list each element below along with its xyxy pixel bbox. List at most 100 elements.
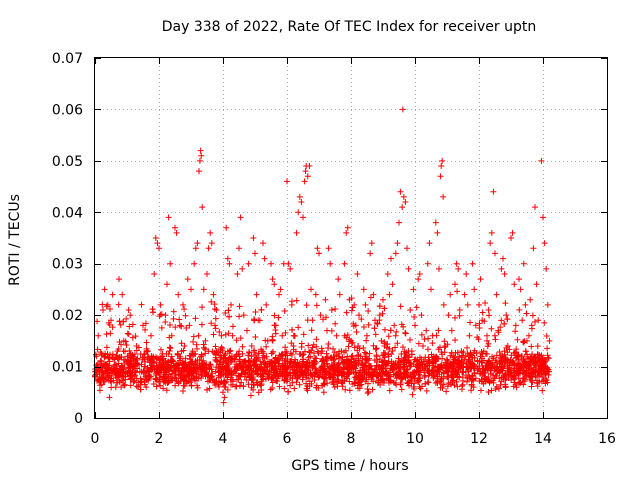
band-point xyxy=(279,373,286,380)
data-point xyxy=(98,358,105,365)
band-point xyxy=(380,349,387,356)
plot-frame xyxy=(94,57,608,419)
band-point xyxy=(368,372,375,379)
band-point xyxy=(504,349,511,356)
band-point xyxy=(165,358,172,365)
band-point xyxy=(126,323,133,330)
y-tick-label: 0.01 xyxy=(52,360,83,376)
band-point xyxy=(168,353,175,360)
band-point xyxy=(346,366,353,373)
band-point xyxy=(516,306,523,313)
band-point xyxy=(329,374,336,381)
band-point xyxy=(496,348,503,355)
band-point xyxy=(318,345,325,352)
data-point xyxy=(124,358,130,365)
data-point xyxy=(373,353,380,360)
band-point xyxy=(289,366,296,373)
data-point xyxy=(357,353,364,360)
band-point xyxy=(422,380,429,387)
data-point xyxy=(271,281,278,288)
band-point xyxy=(425,354,432,361)
band-point xyxy=(305,342,312,349)
band-point xyxy=(158,324,165,331)
data-point xyxy=(463,271,470,277)
band-point xyxy=(103,344,110,351)
band-point xyxy=(392,344,399,351)
band-point xyxy=(193,369,200,376)
data-point xyxy=(469,260,476,267)
band-point xyxy=(449,372,456,379)
data-point xyxy=(212,322,218,329)
band-point xyxy=(303,372,310,379)
band-point xyxy=(468,387,475,394)
data-point xyxy=(183,363,190,370)
data-point xyxy=(308,286,314,293)
band-point xyxy=(454,288,461,295)
x-tick-label: 4 xyxy=(219,431,228,447)
data-point xyxy=(119,291,126,298)
data-point xyxy=(104,301,111,308)
band-point xyxy=(477,353,484,360)
band-point xyxy=(502,300,509,307)
band-point xyxy=(188,382,195,389)
data-point xyxy=(277,286,284,293)
data-point xyxy=(348,337,354,344)
data-point xyxy=(408,348,415,355)
band-point xyxy=(399,344,406,351)
y-axis-label: ROTI / TECUs xyxy=(7,194,23,286)
data-point xyxy=(528,322,535,329)
band-point xyxy=(383,360,390,367)
band-point xyxy=(385,333,392,340)
band-point xyxy=(342,386,349,393)
x-tick-label: 14 xyxy=(534,431,552,447)
y-tick-label: 0.06 xyxy=(52,102,83,118)
band-point xyxy=(513,384,520,391)
band-point xyxy=(534,343,541,350)
band-point xyxy=(120,348,127,355)
band-point xyxy=(324,380,331,387)
data-point xyxy=(188,286,194,293)
band-point xyxy=(252,351,259,358)
data-point xyxy=(154,240,161,247)
band-point xyxy=(430,366,437,373)
data-point xyxy=(359,373,366,380)
band-point xyxy=(299,352,306,359)
band-point xyxy=(141,379,148,386)
data-point xyxy=(144,348,151,355)
data-point xyxy=(479,317,486,324)
band-point xyxy=(208,298,215,305)
band-point xyxy=(302,363,309,370)
band-point xyxy=(222,331,229,338)
data-point xyxy=(237,214,244,221)
data-point xyxy=(127,312,134,319)
data-point xyxy=(388,255,394,262)
band-point xyxy=(310,350,317,357)
band-point xyxy=(131,351,138,358)
band-point xyxy=(407,336,414,343)
band-point xyxy=(182,312,189,319)
band-point xyxy=(164,359,171,366)
band-point xyxy=(128,371,135,378)
band-point xyxy=(440,362,447,369)
band-point xyxy=(245,357,252,364)
data-point xyxy=(304,173,311,180)
data-point xyxy=(352,322,359,329)
band-point xyxy=(304,383,311,390)
data-point xyxy=(159,353,166,360)
data-point xyxy=(228,301,234,308)
band-point xyxy=(115,301,122,308)
band-point xyxy=(143,339,150,346)
band-point xyxy=(543,332,550,339)
data-point xyxy=(302,168,309,175)
data-point xyxy=(381,343,388,349)
data-point xyxy=(189,348,196,355)
band-point xyxy=(484,337,491,344)
band-point xyxy=(181,382,188,389)
band-point xyxy=(268,362,275,369)
band-point xyxy=(161,373,168,380)
data-point xyxy=(428,286,434,293)
data-point xyxy=(536,353,543,360)
band-point xyxy=(153,383,160,390)
band-point xyxy=(180,347,187,354)
band-point xyxy=(206,385,213,392)
